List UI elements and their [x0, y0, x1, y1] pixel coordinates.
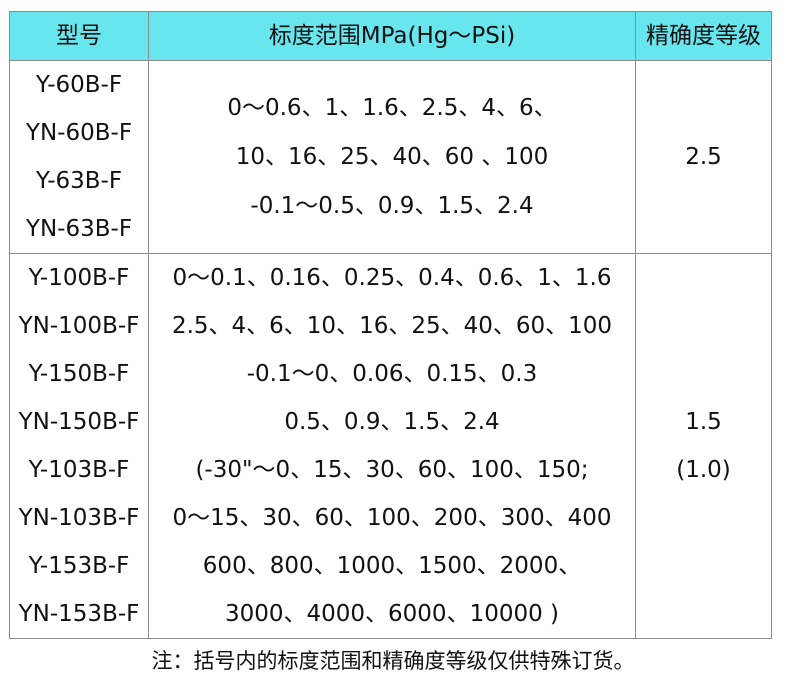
header-accuracy: 精确度等级	[635, 11, 772, 61]
range-line: 0～0.6、1、1.6、2.5、4、6、	[227, 94, 557, 121]
footnote: 注：括号内的标度范围和精确度等级仅供特殊订货。	[151, 649, 635, 673]
model-cell: Y-100B-F YN-100B-F Y-150B-F YN-150B-F Y-…	[9, 253, 149, 639]
range-line: 0～0.1、0.16、0.25、0.4、0.6、1、1.6	[172, 265, 612, 291]
range-line: 600、800、1000、1500、2000、	[202, 553, 582, 579]
accuracy-value: 1.5	[685, 409, 722, 435]
model-name: Y-153B-F	[28, 553, 130, 579]
model-name: YN-60B-F	[25, 120, 133, 146]
model-name: Y-60B-F	[35, 72, 123, 98]
model-name: YN-63B-F	[25, 216, 133, 242]
range-line: 10、16、25、40、60 、100	[235, 143, 549, 170]
model-cell: Y-60B-F YN-60B-F Y-63B-F YN-63B-F	[9, 60, 149, 254]
accuracy-value: (1.0)	[676, 457, 731, 483]
range-line: -0.1～0、0.06、0.15、0.3	[246, 361, 538, 387]
range-line: 3000、4000、6000、10000 )	[224, 601, 560, 627]
range-line: -0.1～0.5、0.9、1.5、2.4	[250, 192, 534, 219]
range-cell: 0～0.6、1、1.6、2.5、4、6、 10、16、25、40、60 、100…	[148, 60, 636, 254]
range-line: 0～15、30、60、100、200、300、400	[172, 505, 612, 531]
range-line: 0.5、0.9、1.5、2.4	[284, 409, 500, 435]
table-row: Y-60B-F YN-60B-F Y-63B-F YN-63B-F 0～0.6、…	[9, 60, 772, 254]
model-name: Y-103B-F	[28, 457, 130, 483]
header-range: 标度范围MPa(Hg～PSi)	[148, 11, 636, 61]
header-model: 型号	[9, 11, 149, 61]
model-name: YN-100B-F	[18, 313, 140, 339]
header-row: 型号 标度范围MPa(Hg～PSi) 精确度等级	[9, 11, 772, 61]
model-name: Y-100B-F	[28, 265, 130, 291]
accuracy-cell: 2.5	[635, 60, 772, 254]
model-name: YN-103B-F	[18, 505, 140, 531]
model-name: Y-150B-F	[28, 361, 130, 387]
model-name: YN-153B-F	[18, 601, 140, 627]
model-name: Y-63B-F	[35, 168, 123, 194]
table-row: Y-100B-F YN-100B-F Y-150B-F YN-150B-F Y-…	[9, 253, 772, 639]
range-line: (-30"～0、15、30、60、100、150;	[195, 457, 589, 483]
accuracy-value: 2.5	[685, 144, 722, 170]
range-line: 2.5、4、6、10、16、25、40、60、100	[171, 313, 613, 339]
range-cell: 0～0.1、0.16、0.25、0.4、0.6、1、1.6 2.5、4、6、10…	[148, 253, 636, 639]
spec-table: 型号 标度范围MPa(Hg～PSi) 精确度等级 Y-60B-F YN-60B-…	[9, 11, 772, 639]
model-name: YN-150B-F	[18, 409, 140, 435]
accuracy-cell: 1.5 (1.0)	[635, 253, 772, 639]
